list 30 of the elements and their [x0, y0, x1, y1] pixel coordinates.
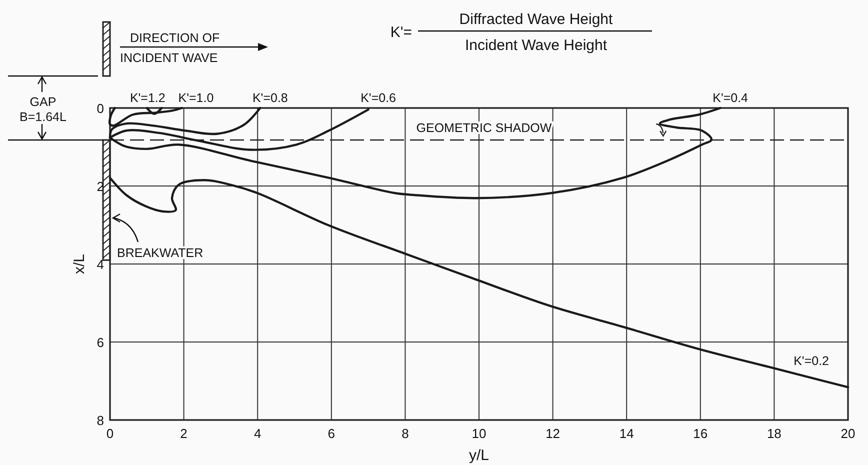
series-label: K'=0.4 — [712, 91, 748, 105]
x-tick-label: 18 — [766, 426, 782, 441]
text: Incident Wave Height — [464, 37, 608, 54]
text: Diffracted Wave Height — [459, 11, 614, 28]
series-label: K'=1.2 — [130, 91, 166, 105]
x-axis-title: y/L — [468, 447, 490, 464]
x-tick-label: 12 — [546, 426, 560, 441]
text: GAP — [30, 95, 56, 109]
text: INCIDENT WAVE — [120, 51, 218, 65]
x-tick-label: 0 — [106, 426, 114, 441]
series-label: K'=0.6 — [360, 91, 396, 105]
text: B=1.64L — [20, 110, 67, 124]
x-tick-label: 6 — [328, 426, 336, 441]
y-tick-label: 8 — [96, 413, 104, 428]
y-tick-label: 6 — [96, 335, 104, 350]
x-tick-label: 10 — [472, 426, 486, 441]
x-tick-label: 14 — [619, 426, 634, 441]
series-label: K'=1.0 — [178, 91, 214, 105]
y-axis-title: x/L — [71, 254, 88, 274]
x-tick-label: 4 — [254, 426, 262, 441]
y-tick-label: 4 — [96, 257, 104, 272]
x-tick-label: 8 — [402, 426, 409, 441]
y-tick-label: 0 — [96, 101, 104, 116]
x-tick-label: 2 — [180, 426, 188, 441]
chart-title: K'= — [390, 24, 412, 41]
series-label: K'=0.2 — [794, 354, 830, 368]
x-tick-label: 20 — [840, 426, 856, 441]
x-tick-label: 16 — [693, 426, 708, 441]
series-label: K'=0.8 — [252, 91, 288, 105]
text: DIRECTION OF — [130, 31, 220, 45]
